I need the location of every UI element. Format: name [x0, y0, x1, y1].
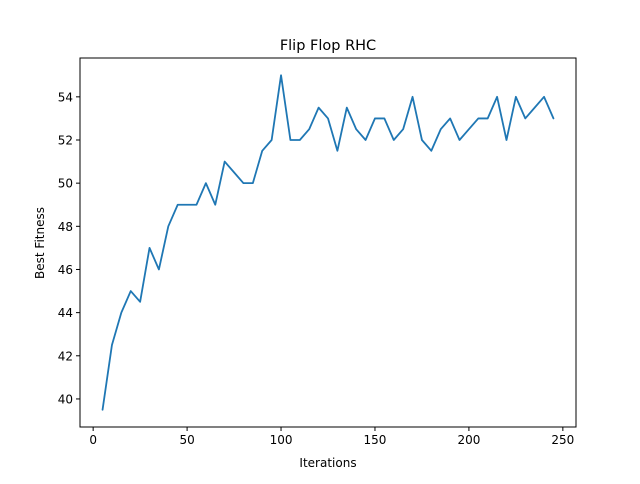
y-tick-label: 54 [58, 90, 73, 104]
y-tick-label: 48 [58, 220, 73, 234]
x-tick-label: 150 [364, 433, 387, 447]
plot-frame [79, 57, 577, 428]
x-tick-label: 0 [89, 433, 97, 447]
x-axis-label: Iterations [299, 456, 356, 470]
axis-ticks: 0 50 100 150 200 250 40 42 44 46 48 50 52 54 [58, 90, 575, 447]
y-tick-label: 52 [58, 134, 73, 148]
x-tick-label: 250 [551, 433, 574, 447]
y-tick-label: 40 [58, 392, 73, 406]
x-tick-label: 50 [179, 433, 194, 447]
y-tick-label: 44 [58, 306, 73, 320]
y-tick-label: 46 [58, 263, 73, 277]
y-tick-label: 50 [58, 177, 73, 191]
y-axis-label: Best Fitness [33, 207, 47, 279]
x-tick-label: 100 [270, 433, 293, 447]
series-line [101, 74, 555, 411]
y-tick-label: 42 [58, 349, 73, 363]
x-tick-label: 200 [457, 433, 480, 447]
chart-title: Flip Flop RHC [280, 38, 376, 54]
series-layer [101, 74, 555, 411]
